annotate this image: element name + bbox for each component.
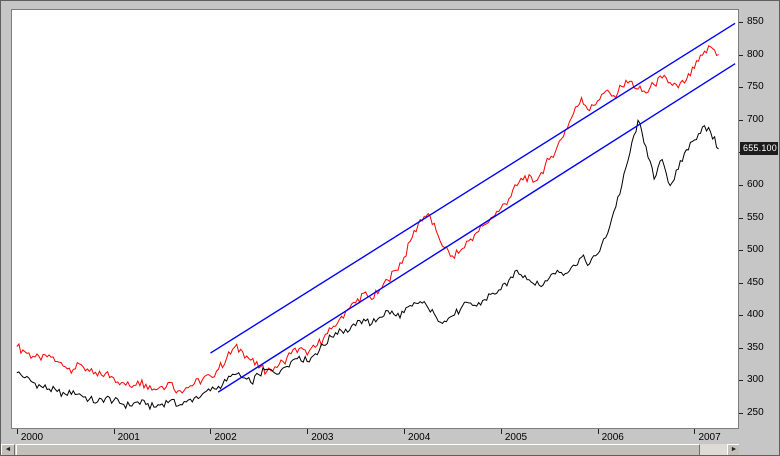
x-axis-label: 2006: [601, 432, 624, 443]
last-price-tag: 655.100: [740, 142, 778, 155]
chart-canvas[interactable]: [12, 10, 738, 428]
x-axis-label: 2000: [20, 432, 44, 443]
x-axis-label: 2001: [117, 432, 140, 443]
x-axis-label: 2007: [698, 432, 721, 443]
x-axis-tick: [694, 429, 696, 434]
y-axis-label: 500: [747, 244, 764, 256]
y-axis-label: 600: [747, 178, 764, 190]
price-series-red: [16, 45, 719, 394]
y-axis-label: 450: [747, 276, 764, 288]
y-axis-tick: [739, 250, 743, 252]
horizontal-scrollbar[interactable]: ◄ ►: [1, 444, 741, 455]
x-axis-label: 2002: [214, 432, 237, 443]
x-axis-tick: [16, 429, 18, 434]
y-axis-label: 400: [747, 309, 764, 321]
scrollbar-thumb[interactable]: [16, 444, 700, 455]
y-axis-label: 300: [747, 374, 764, 386]
x-axis-tick: [404, 429, 406, 434]
x-axis-label: 2005: [504, 432, 528, 443]
y-axis-label: 550: [747, 211, 764, 223]
x-axis-label: 2004: [408, 432, 431, 443]
y-axis-tick: [739, 119, 743, 121]
x-axis-tick: [500, 429, 502, 434]
y-axis-tick: [739, 184, 743, 186]
x-axis-tick: [307, 429, 309, 434]
y-axis-label: 850: [747, 16, 764, 27]
y-axis-tick: [739, 413, 743, 414]
scrollbar-left-arrow-icon[interactable]: ◄: [1, 444, 15, 455]
y-axis: 250300350400450500550600650700750800850: [739, 1, 779, 444]
trend-channel-lower-line: [217, 63, 736, 393]
trend-channel-upper-line: [210, 22, 736, 354]
chart-plot[interactable]: [11, 9, 739, 429]
x-axis-tick: [113, 429, 115, 434]
y-axis-tick: [739, 22, 743, 23]
price-series-black: [16, 119, 719, 411]
y-axis-tick: [739, 54, 743, 56]
y-axis-tick: [739, 282, 743, 284]
y-axis-label: 800: [747, 48, 764, 60]
y-axis-label: 750: [747, 81, 764, 93]
y-axis-tick: [739, 380, 743, 382]
scrollbar-corner: [739, 444, 779, 455]
y-axis-tick: [739, 217, 743, 219]
y-axis-tick: [739, 87, 743, 89]
y-axis-tick: [739, 347, 743, 349]
y-axis-label: 250: [747, 407, 764, 418]
x-axis-tick: [597, 429, 599, 434]
scrollbar-track[interactable]: [15, 444, 727, 455]
y-axis-label: 700: [747, 113, 764, 125]
x-axis: 2000 2001 2002 2003 2004 2005 2006 2007: [1, 429, 741, 444]
y-axis-label: 350: [747, 341, 764, 353]
x-axis-tick: [210, 429, 212, 434]
x-axis-label: 2003: [311, 432, 334, 443]
y-axis-tick: [739, 315, 743, 317]
